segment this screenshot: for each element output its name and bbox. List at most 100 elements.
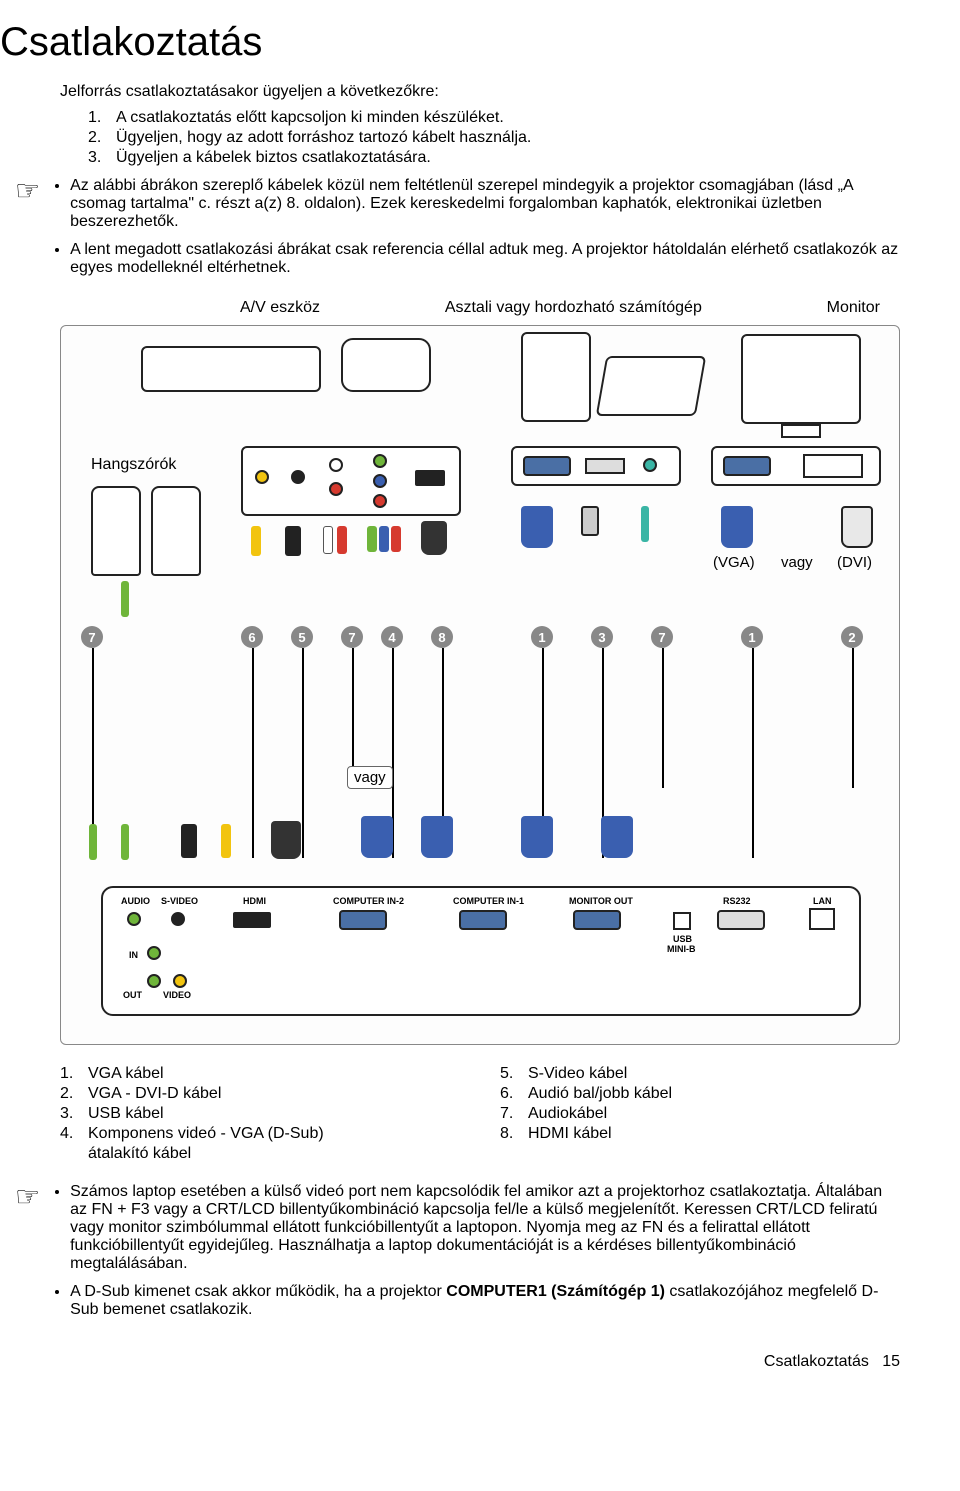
leg-r-n-2: 6. [500,1085,528,1103]
hdmi-port-icon [415,470,445,486]
note1-bullet-1: Az alábbi ábrákon szereplő kábelek közül… [70,177,900,231]
rca-white-icon [329,458,343,472]
comp-pr-icon [373,494,387,508]
monitor-icon [741,334,861,424]
leg-r-n-4: 8. [500,1125,528,1143]
page-title: Csatlakoztatás [0,20,900,65]
lan-jack-icon [809,908,835,930]
hdmi-plug-b-icon [271,821,301,859]
intro-item-2: Ügyeljen, hogy az adott forráshoz tartoz… [116,129,531,146]
pointing-hand-icon: ☞ [15,177,40,205]
rca-plug-r-icon [337,526,347,554]
mon-dvi-icon [803,454,863,478]
pc-vga-icon [523,456,571,476]
svideo-plug-b-icon [181,824,197,858]
projector-panel: AUDIO S-VIDEO HDMI COMPUTER IN-2 COMPUTE… [101,886,861,1016]
note2-bullet-1: Számos laptop esetében a külső videó por… [70,1183,900,1273]
page-footer: Csatlakoztatás 15 [60,1353,900,1371]
pointing-hand-icon-2: ☞ [15,1183,40,1211]
port-cin1: COMPUTER IN-1 [453,896,524,906]
port-audio: AUDIO [121,896,150,906]
leg-l-t-2: VGA - DVI-D kábel [88,1085,221,1102]
cable-num-1b: 1 [741,626,763,648]
video-jack-icon [173,974,187,988]
pc-usb-icon [585,458,625,474]
comp-pb-icon [373,474,387,488]
label-vagy-top: vagy [781,554,813,571]
cable-num-7b: 7 [341,626,363,648]
cable-num-8: 8 [431,626,453,648]
port-monout: MONITOR OUT [569,896,633,906]
jack-green-b-icon [89,824,97,860]
hdmi-plug-icon [421,521,447,555]
label-av: A/V eszköz [240,299,320,317]
label-monitor: Monitor [827,299,880,317]
note2-bullet-2: A D-Sub kimenet csak akkor működik, ha a… [70,1283,900,1319]
cable-line [252,648,254,858]
dvd-player-icon [141,346,321,392]
svideo-port-icon [291,470,305,484]
vga-plug2-icon [521,506,553,548]
speaker-right-icon [151,486,201,576]
pc-ports-icon [511,446,681,486]
intro-num-2: 2. [88,129,116,147]
desktop-pc-icon [521,332,591,422]
label-vagy-mid: vagy [347,766,393,789]
intro-list: 1.A csatlakoztatás előtt kapcsoljon ki m… [88,109,900,167]
svideo-jack-icon [171,912,185,926]
cable-num-3: 3 [591,626,613,648]
rs232-jack-icon [717,910,765,930]
intro-item-1: A csatlakoztatás előtt kapcsoljon ki min… [116,109,504,126]
monitor-ports-icon [711,446,881,486]
label-dvi: (DVI) [837,554,872,571]
speaker-left-icon [91,486,141,576]
leg-r-n-1: 5. [500,1065,528,1083]
monout-jack-icon [573,910,621,930]
port-out: OUT [123,990,142,1000]
cable-num-7a: 7 [81,626,103,648]
av-breakout-icon [241,446,461,516]
audio-in2-jack-icon [147,946,161,960]
laptop-icon [596,356,707,416]
footer-page: 15 [882,1353,900,1370]
intro-item-3: Ügyeljen a kábelek biztos csatlakoztatás… [116,149,431,166]
rca-yellow-icon [255,470,269,484]
cable-num-2: 2 [841,626,863,648]
jack-green-1-icon [121,581,129,617]
vga-plug-b2-icon [421,816,453,858]
audio-out-jack-icon [147,974,161,988]
leg-l-t-4: Komponens videó - VGA (D-Sub) [88,1125,324,1142]
note1-bullet-2: A lent megadott csatlakozási ábrákat csa… [70,241,900,277]
port-hdmi: HDMI [243,896,266,906]
leg-l-t-3: USB kábel [88,1105,164,1122]
diagram-top-labels: A/V eszköz Asztali vagy hordozható számí… [60,299,900,317]
leg-r-t-4: HDMI kábel [528,1125,612,1142]
leg-l-n-3: 3. [60,1105,88,1123]
cin1-jack-icon [459,910,507,930]
dvi-plug-icon [841,506,873,548]
port-usb: USB [673,934,692,944]
port-minib: MINI-B [667,944,696,954]
port-svideo: S-VIDEO [161,896,198,906]
footer-label: Csatlakoztatás [764,1353,869,1370]
audio-in-jack-icon [127,912,141,926]
hdmi-jack-icon [233,912,271,928]
rca-red-icon [329,482,343,496]
cable-legend: 1.VGA kábel 2.VGA - DVI-D kábel 3.USB ká… [60,1065,900,1165]
port-video: VIDEO [163,990,191,1000]
rca-plug-y-icon [251,526,261,556]
cable-line [302,648,304,858]
cable-num-7c: 7 [651,626,673,648]
jack-green-b2-icon [121,824,129,860]
leg-r-t-2: Audió bal/jobb kábel [528,1085,672,1102]
leg-l-n-1: 1. [60,1065,88,1083]
cable-num-6: 6 [241,626,263,648]
label-vga: (VGA) [713,554,755,571]
cable-line [662,648,664,788]
port-rs232: RS232 [723,896,751,906]
cable-num-4: 4 [381,626,403,648]
intro-num-3: 3. [88,149,116,167]
cable-num-5: 5 [291,626,313,648]
comp-y-icon [373,454,387,468]
camcorder-icon [341,338,431,392]
